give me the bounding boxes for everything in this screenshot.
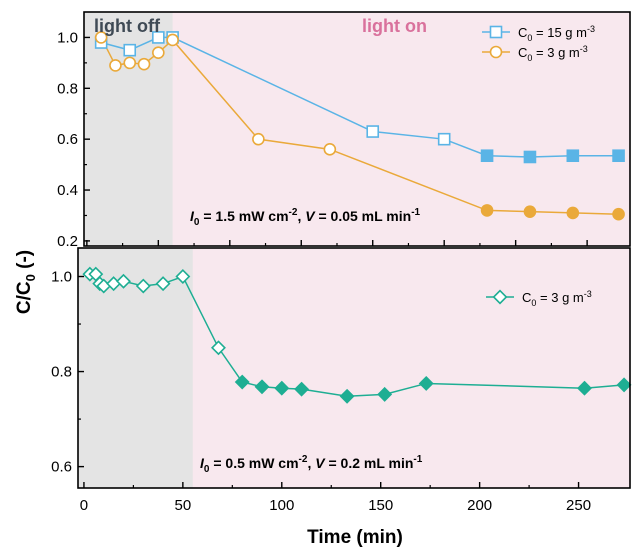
top-plot-frame [83, 11, 631, 247]
top-series-1-point [109, 59, 122, 72]
x-axis-label: Time (min) [307, 527, 403, 548]
top-panel: 0501001502002503003500.20.40.60.81.0 lig… [57, 11, 631, 272]
top-light-on-region [84, 12, 630, 246]
top-legend: C0 = 15 g m-3C0 = 3 g m-3 [482, 24, 595, 63]
top-ytick-label: 0.6 [57, 131, 78, 148]
bottom-panel: 0 50 100 150 200 250 0.6 0.8 1.0 C0 = 3 g m-3 I0… [51, 247, 632, 514]
top-ytick-label: 0.8 [57, 80, 78, 97]
bot-xtick-label-150: 150 [368, 497, 393, 514]
top-series-0-point [480, 149, 494, 163]
bot-legend-marker-0 [492, 289, 508, 305]
bot-series-0-point [377, 386, 393, 402]
bot-series-0-point [274, 380, 290, 396]
top-legend-marker-0 [489, 25, 503, 39]
bot-series-0-point [116, 273, 131, 289]
light-off-label: light off [94, 16, 161, 36]
bot-series-0-point [294, 381, 310, 397]
bot-legend-label-0: C0 = 3 g m-3 [522, 289, 592, 308]
top-series-1-point [166, 33, 179, 47]
top-series-0-point [366, 125, 380, 138]
top-markers [94, 31, 625, 221]
top-series-0-point [566, 149, 580, 163]
top-series-1-point [137, 57, 151, 71]
bot-ytick-label: 1.0 [51, 269, 72, 286]
top-series-1-point [152, 46, 165, 59]
bot-series-0-point [211, 340, 226, 356]
bot-xtick-label-0: 0 [80, 497, 88, 514]
top-series-1-point [480, 204, 494, 217]
bot-ytick-label: 0.6 [51, 459, 72, 476]
top-series-1-point [523, 205, 537, 218]
bot-series-0-point [234, 374, 250, 390]
bottom-legend: C0 = 3 g m-3 [486, 289, 592, 308]
bottom-plot-frame [77, 247, 631, 489]
y-axis-label: C/C0 (-) [14, 250, 38, 314]
bot-series-0-point [577, 380, 592, 396]
top-legend-marker-1 [489, 45, 503, 59]
top-series-1-point [252, 132, 265, 146]
top-series-1-point [612, 207, 625, 221]
bot-series-0-point [135, 278, 151, 294]
top-series-1-point [94, 31, 108, 44]
top-series-0-point [123, 43, 137, 57]
top-ytick-label: 1.0 [57, 29, 78, 46]
bot-ytick-label: 0.8 [51, 364, 72, 381]
bottom-conditions-annotation: I0 = 0.5 mW cm-2, V = 0.2 mL min-1 [200, 454, 423, 475]
top-series-0-point [437, 132, 451, 146]
top-ytick-label: 0.4 [57, 182, 78, 199]
top-series-1-point [566, 206, 580, 220]
top-legend-label-0: C0 = 15 g m-3 [518, 24, 595, 43]
bot-xtick-label-200: 200 [467, 497, 492, 514]
top-ytick-label: 0.2 [57, 233, 78, 250]
bot-series-0-point [175, 269, 191, 284]
bot-xtick-label-100: 100 [269, 497, 294, 514]
top-conditions-annotation: I0 = 1.5 mW cm-2, V = 0.05 mL min-1 [190, 207, 421, 228]
bot-series-0-point [339, 388, 355, 404]
top-series-line-0 [100, 36, 619, 158]
top-series-0-point [152, 31, 165, 44]
bot-series-0-point [155, 276, 171, 292]
bottom-markers [82, 266, 632, 404]
light-on-label: light on [362, 16, 427, 36]
top-series-1-point [323, 143, 337, 156]
top-legend-label-1: C0 = 3 g m-3 [518, 44, 588, 63]
bottom-axis-ticks: 0 50 100 150 200 250 0.6 0.8 1.0 [51, 269, 591, 514]
top-series-1-point [123, 56, 137, 70]
bot-series-0-point [418, 375, 434, 391]
bot-xtick-label-50: 50 [175, 497, 192, 514]
top-series-0-point [523, 150, 537, 164]
bot-xtick-label-250: 250 [566, 497, 591, 514]
bot-series-0-point [616, 377, 632, 393]
bot-series-0-point [254, 379, 270, 395]
top-series-0-point [612, 149, 625, 163]
